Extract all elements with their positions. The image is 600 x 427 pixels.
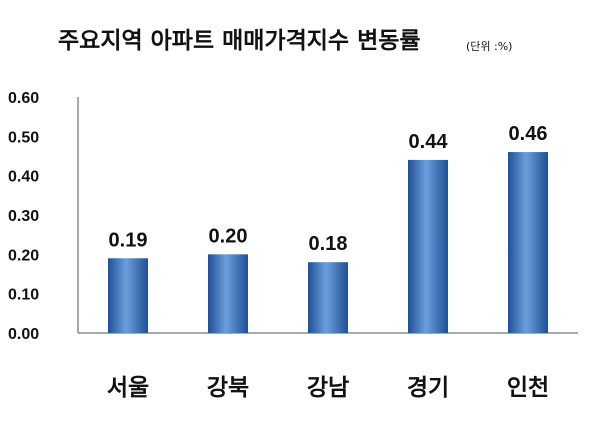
y-tick-label: 0.60: [8, 90, 39, 107]
chart-title: 주요지역 아파트 매매가격지수 변동률: [58, 28, 421, 54]
bar-2: [208, 254, 248, 333]
y-tick-label: 0.20: [8, 247, 39, 264]
data-label: 0.44: [409, 131, 449, 153]
data-labels-group: 0.19 0.20 0.18 0.44 0.46: [109, 123, 548, 255]
bar-5: [508, 152, 548, 333]
bar-1: [108, 258, 148, 333]
data-label: 0.20: [209, 225, 248, 247]
data-label: 0.19: [109, 229, 148, 251]
y-tick-label: 0.30: [8, 208, 39, 225]
x-axis-categories: 서울 강북 강남 경기 인천: [107, 375, 549, 401]
unit-note: (단위 :%): [466, 40, 512, 53]
y-axis-ticks: 0.00 0.10 0.20 0.30 0.40 0.50 0.60: [8, 90, 39, 343]
bar-4: [408, 159, 448, 333]
y-tick-label: 0.00: [8, 326, 39, 343]
bars-group: [108, 152, 548, 333]
y-tick-label: 0.40: [8, 169, 39, 186]
category-label: 인천: [507, 375, 549, 401]
y-tick-label: 0.50: [8, 129, 39, 146]
y-tick-label: 0.10: [8, 287, 39, 304]
data-label: 0.18: [309, 233, 348, 255]
category-label: 강남: [307, 375, 349, 401]
bar-3: [308, 262, 348, 333]
data-label: 0.46: [509, 123, 548, 145]
category-label: 서울: [107, 375, 149, 401]
category-label: 경기: [407, 375, 449, 401]
category-label: 강북: [207, 375, 249, 401]
